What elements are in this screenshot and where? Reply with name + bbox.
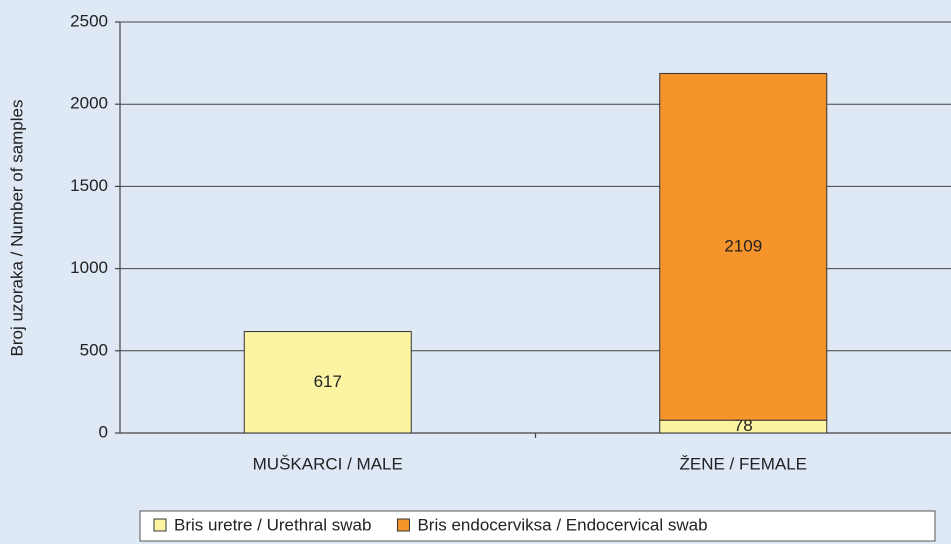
y-tick-label: 2000 [70,94,108,113]
legend-label: Bris endocerviksa / Endocervical swab [417,515,707,534]
x-tick-label: ŽENE / FEMALE [679,454,807,473]
legend-swatch [396,518,410,532]
legend-swatch [153,518,167,532]
y-axis-label: Broj uzoraka / Number of samples [7,100,26,357]
data-label: 2109 [724,236,762,255]
x-tick-label: MUŠKARCI / MALE [253,454,403,473]
data-label: 617 [314,372,342,391]
data-label: 78 [734,416,753,435]
legend-label: Bris uretre / Urethral swab [174,515,371,534]
legend-box [139,510,936,542]
y-tick-label: 2500 [70,11,108,30]
bar [243,331,412,434]
y-tick-label: 500 [80,340,108,359]
y-tick-label: 1000 [70,258,108,277]
y-tick-label: 0 [99,422,108,441]
bar [659,72,828,421]
y-tick-label: 1500 [70,176,108,195]
